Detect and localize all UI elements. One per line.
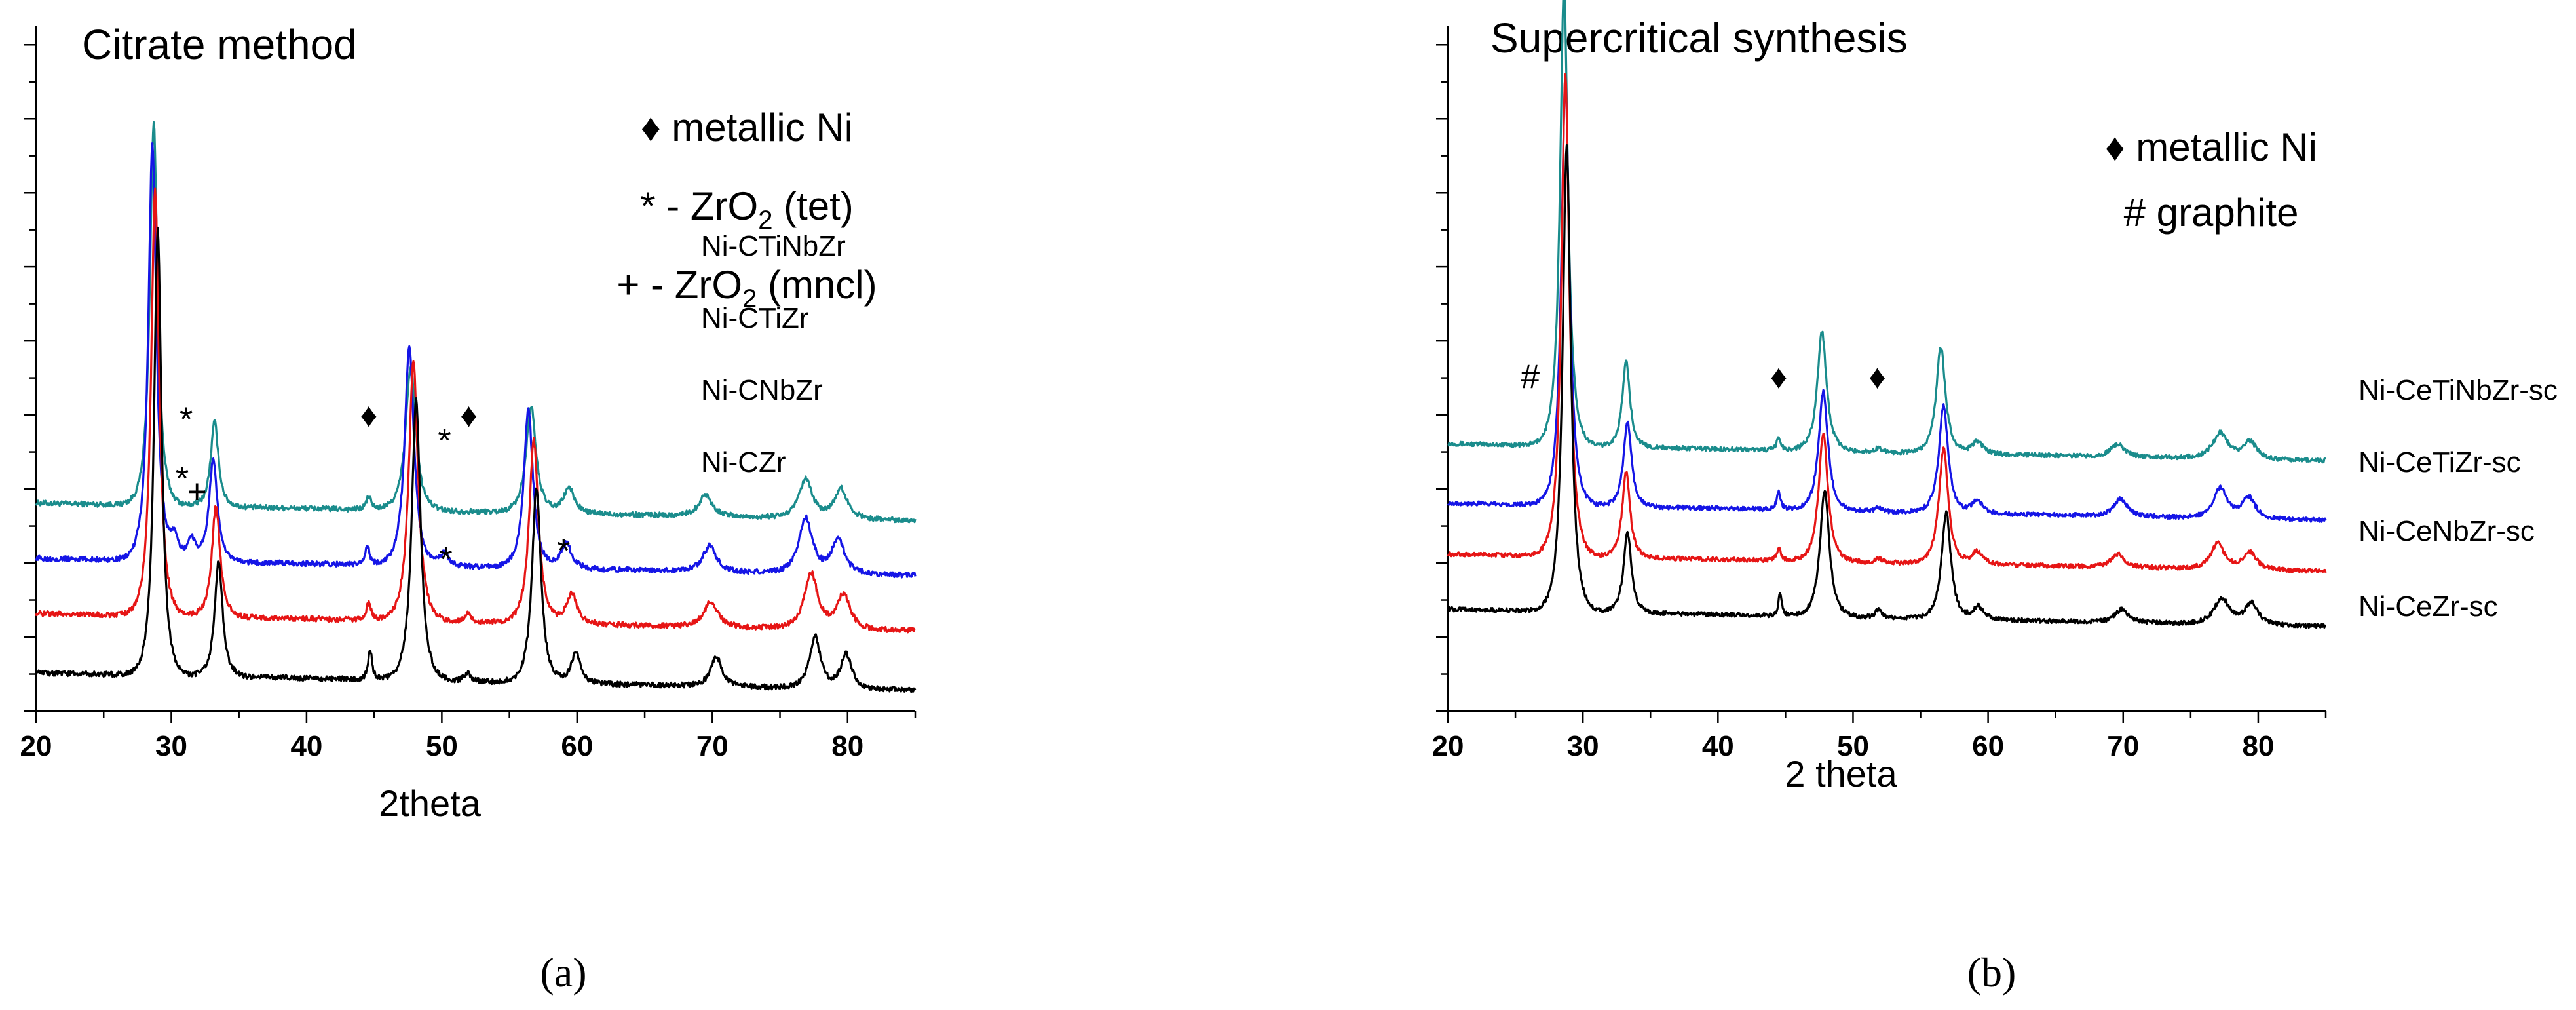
chart-title: Supercritical synthesis: [1490, 14, 1908, 62]
chart-title: Citrate method: [82, 21, 357, 68]
peak-annotation: *: [439, 541, 452, 579]
series-line-Ni-CeZr-sc: [1447, 144, 2326, 629]
x-tick-label: 60: [1972, 730, 2004, 762]
series-line-Ni-CZr: [35, 226, 917, 693]
x-tick-label: 40: [290, 730, 322, 762]
x-tick-label: 60: [561, 730, 593, 762]
x-axis-label: 2 theta: [1785, 753, 1897, 794]
chart-citrate: 20 30 40 50 60 70 80 2theta Citrate method (a) ♦ m…: [20, 21, 917, 996]
peak-annotation: ♦: [360, 397, 378, 435]
x-axis-label: 2theta: [379, 783, 482, 824]
series-line-Ni-CTiNbZr: [35, 121, 917, 524]
peak-annotation: ♦: [1770, 359, 1788, 397]
series-line-Ni-CeTiZr-sc: [1447, 78, 2327, 523]
peak-annotation: ♦: [460, 397, 478, 435]
subfigure-label: (b): [1967, 949, 2017, 996]
series-label: Ni-CNbZr: [701, 374, 823, 406]
series-label: Ni-CeNbZr-sc: [2358, 515, 2535, 547]
series-line-Ni-CTiZr: [35, 142, 917, 579]
legend-entry: ♦ metallic Ni: [2105, 125, 2317, 169]
peak-annotation: *: [438, 422, 451, 460]
series-label: Ni-CeTiZr-sc: [2358, 446, 2521, 478]
series-label: Ni-CZr: [701, 446, 786, 478]
legend-entry: ♦ metallic Ni: [641, 106, 853, 149]
peak-annotation: *: [180, 400, 193, 438]
series-line-Ni-CeNbZr-sc: [1447, 73, 2327, 574]
x-tick-label: 20: [20, 730, 52, 762]
peak-annotation: #: [1521, 359, 1540, 397]
x-tick-label: 50: [1837, 730, 1869, 762]
legend-entry: * - ZrO2 (tet): [640, 184, 854, 235]
peak-annotation: +: [187, 473, 207, 511]
legend-entry: + - ZrO2 (mncl): [616, 263, 877, 313]
legend-entry: # graphite: [2124, 191, 2299, 235]
series-label: Ni-CTiZr: [701, 302, 809, 334]
x-tick-label: 80: [2242, 730, 2274, 762]
x-tick-label: 30: [155, 730, 187, 762]
x-tick-label: 70: [2107, 730, 2139, 762]
x-tick-label: 20: [1432, 730, 1464, 762]
peak-annotation: ♦: [1868, 359, 1886, 397]
series-line-Ni-CNbZr: [35, 187, 916, 634]
x-tick-label: 80: [831, 730, 863, 762]
peak-annotation: *: [176, 460, 189, 498]
chart-supercritical: 20 30 40 50 60 70 80 2 theta Supercritical synth…: [1432, 0, 2558, 996]
x-tick-label: 50: [426, 730, 458, 762]
x-tick-label: 70: [696, 730, 729, 762]
peak-annotation: *: [557, 532, 570, 570]
series-label: Ni-CTiNbZr: [701, 230, 846, 262]
subfigure-label: (a): [540, 949, 586, 996]
series-label: Ni-CeTiNbZr-sc: [2358, 374, 2558, 406]
x-tick-label: 30: [1567, 730, 1599, 762]
x-tick-label: 40: [1702, 730, 1734, 762]
series-label: Ni-CeZr-sc: [2358, 591, 2498, 623]
series-line-Ni-CeTiNbZr-sc: [1447, 0, 2326, 464]
